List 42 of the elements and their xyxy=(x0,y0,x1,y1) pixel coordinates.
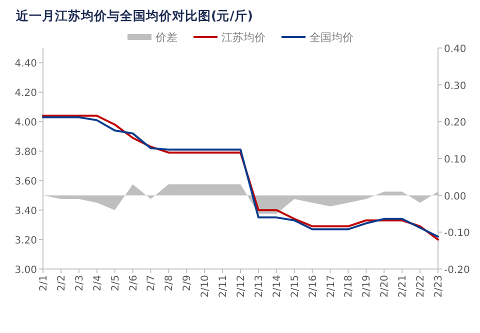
x-tick-label: 2/15 xyxy=(290,275,301,298)
x-tick-label: 2/2 xyxy=(56,275,68,292)
x-tick-label: 2/8 xyxy=(164,275,176,292)
x-tick-label: 2/6 xyxy=(128,275,140,292)
y-tick-label: 3.20 xyxy=(14,236,37,247)
y-tick-label: 4.00 xyxy=(14,118,37,129)
y2-tick-label: 0.30 xyxy=(444,80,466,92)
x-tick-label: 2/23 xyxy=(434,275,444,298)
chart-title: 近一月江苏均价与全国均价对比图(元/斤) xyxy=(15,8,253,23)
legend-label: 价差 xyxy=(154,31,178,44)
x-tick-label: 2/4 xyxy=(92,275,104,292)
x-tick-label: 2/18 xyxy=(344,275,355,298)
x-tick-label: 2/14 xyxy=(272,275,283,298)
x-tick-label: 2/16 xyxy=(308,275,319,298)
legend-label: 全国均价 xyxy=(310,31,354,44)
x-tick-label: 2/19 xyxy=(362,275,373,298)
x-tick-label: 2/9 xyxy=(182,275,194,292)
x-tick-label: 2/21 xyxy=(398,275,409,298)
x-tick-label: 2/11 xyxy=(218,275,230,298)
x-tick-label: 2/22 xyxy=(416,275,427,298)
y2-tick-label: 0.10 xyxy=(444,154,466,166)
y2-tick-label: -0.10 xyxy=(444,228,470,240)
x-tick-label: 2/1 xyxy=(38,275,50,292)
y-tick-label: 3.40 xyxy=(14,206,37,218)
x-tick-label: 2/7 xyxy=(146,275,158,292)
legend-label: 江苏均价 xyxy=(222,31,266,44)
x-tick-label: 2/5 xyxy=(110,275,122,292)
x-tick-label: 2/13 xyxy=(254,275,265,298)
y-tick-label: 4.20 xyxy=(14,88,37,100)
x-tick-label: 2/12 xyxy=(236,275,247,298)
y2-tick-label: 0.40 xyxy=(444,44,466,55)
x-tick-label: 2/10 xyxy=(200,275,212,298)
x-tick-label: 2/3 xyxy=(74,275,86,292)
y2-tick-label: -0.20 xyxy=(444,265,470,276)
y-tick-label: 4.40 xyxy=(14,58,37,70)
y-tick-label: 3.60 xyxy=(14,176,37,188)
y-tick-label: 3.00 xyxy=(14,265,37,276)
y2-tick-label: 0.20 xyxy=(444,118,466,129)
y2-tick-label: 0.00 xyxy=(444,191,466,202)
x-tick-label: 2/20 xyxy=(380,275,391,298)
y-tick-label: 3.80 xyxy=(14,147,37,158)
x-tick-label: 2/17 xyxy=(326,275,337,298)
